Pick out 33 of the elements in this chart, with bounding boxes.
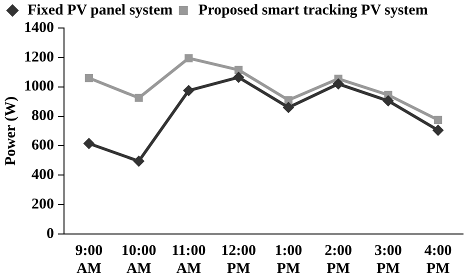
x-tick-label: 10:00 AM	[121, 242, 156, 277]
point	[184, 54, 193, 62]
point	[84, 74, 93, 82]
x-tick-label: 3:00 PM	[374, 242, 402, 277]
y-tick-label: 1000	[24, 78, 54, 95]
x-tick-label: 11:00 AM	[172, 242, 206, 277]
x-tick-label: 9:00 AM	[75, 242, 103, 277]
point	[284, 96, 292, 104]
point	[133, 156, 144, 167]
legend-label: Fixed PV panel system	[28, 2, 174, 18]
point	[432, 124, 444, 136]
y-tick-label: 800	[32, 108, 54, 124]
x-tick-label: 2:00 PM	[324, 242, 352, 277]
y-tick-label: 0	[46, 226, 54, 242]
x-tick-label: 4:00 PM	[424, 242, 452, 277]
point	[183, 85, 194, 96]
point	[134, 94, 143, 102]
point	[434, 116, 442, 124]
point	[382, 95, 394, 106]
y-tick-label: 600	[32, 138, 54, 154]
y-axis-title: Power (W)	[2, 96, 19, 166]
x-tick-label: 12:00 PM	[221, 242, 256, 277]
x-tick-label: 1:00 PM	[274, 242, 302, 277]
point	[234, 66, 243, 74]
y-tick-label: 200	[32, 196, 54, 212]
point	[83, 138, 94, 150]
point	[233, 72, 244, 83]
legend-label: Proposed smart tracking PV system	[198, 2, 428, 18]
y-tick-label: 400	[32, 167, 54, 184]
y-tick-label: 1200	[24, 49, 54, 66]
point	[332, 78, 344, 90]
point	[282, 102, 294, 113]
y-tick-label: 1400	[24, 20, 54, 36]
